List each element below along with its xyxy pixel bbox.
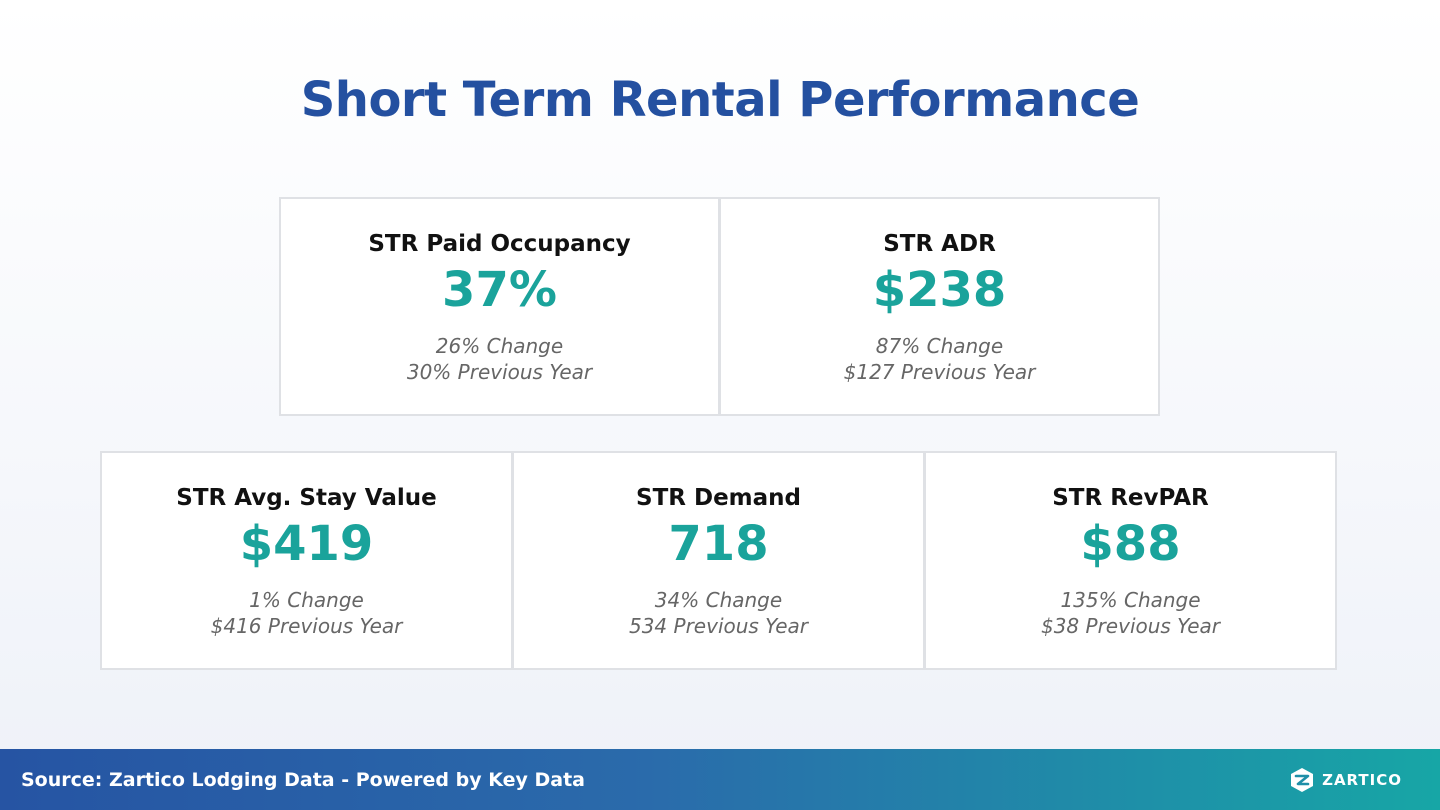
metric-card-revpar: STR RevPAR $88 135% Change $38 Previous … — [924, 451, 1337, 670]
metrics-row-bottom: STR Avg. Stay Value $419 1% Change $416 … — [100, 451, 1337, 670]
metrics-row-top: STR Paid Occupancy 37% 26% Change 30% Pr… — [279, 197, 1160, 416]
metric-previous-year: 30% Previous Year — [406, 360, 593, 384]
metric-card-paid-occupancy: STR Paid Occupancy 37% 26% Change 30% Pr… — [279, 197, 720, 416]
metric-value: $88 — [1080, 516, 1181, 572]
metric-change: 1% Change — [249, 588, 364, 612]
metric-value: $238 — [872, 262, 1007, 318]
source-note: Source: Zartico Lodging Data - Powered b… — [21, 768, 585, 791]
footer-bar: Source: Zartico Lodging Data - Powered b… — [0, 749, 1440, 810]
metric-card-adr: STR ADR $238 87% Change $127 Previous Ye… — [719, 197, 1160, 416]
metric-previous-year: $127 Previous Year — [843, 360, 1036, 384]
brand-name: ZARTICO — [1322, 770, 1402, 789]
page-title: Short Term Rental Performance — [300, 72, 1140, 128]
metric-card-avg-stay-value: STR Avg. Stay Value $419 1% Change $416 … — [100, 451, 513, 670]
metric-change: 34% Change — [654, 588, 783, 612]
metric-previous-year: 534 Previous Year — [628, 614, 808, 638]
metric-value: 37% — [442, 262, 557, 318]
metric-previous-year: $416 Previous Year — [210, 614, 403, 638]
metric-label: STR ADR — [883, 231, 996, 257]
metric-value: $419 — [239, 516, 374, 572]
metric-label: STR Avg. Stay Value — [176, 485, 437, 511]
metric-previous-year: $38 Previous Year — [1040, 614, 1220, 638]
metric-change: 87% Change — [875, 334, 1004, 358]
metric-label: STR Paid Occupancy — [368, 231, 631, 257]
metric-change: 26% Change — [435, 334, 564, 358]
metric-change: 135% Change — [1060, 588, 1201, 612]
metric-value: 718 — [668, 516, 769, 572]
metric-card-demand: STR Demand 718 34% Change 534 Previous Y… — [512, 451, 925, 670]
metric-label: STR RevPAR — [1052, 485, 1209, 511]
zartico-logo-icon — [1291, 767, 1314, 792]
brand-logo: ZARTICO — [1289, 767, 1402, 793]
metric-label: STR Demand — [636, 485, 801, 511]
